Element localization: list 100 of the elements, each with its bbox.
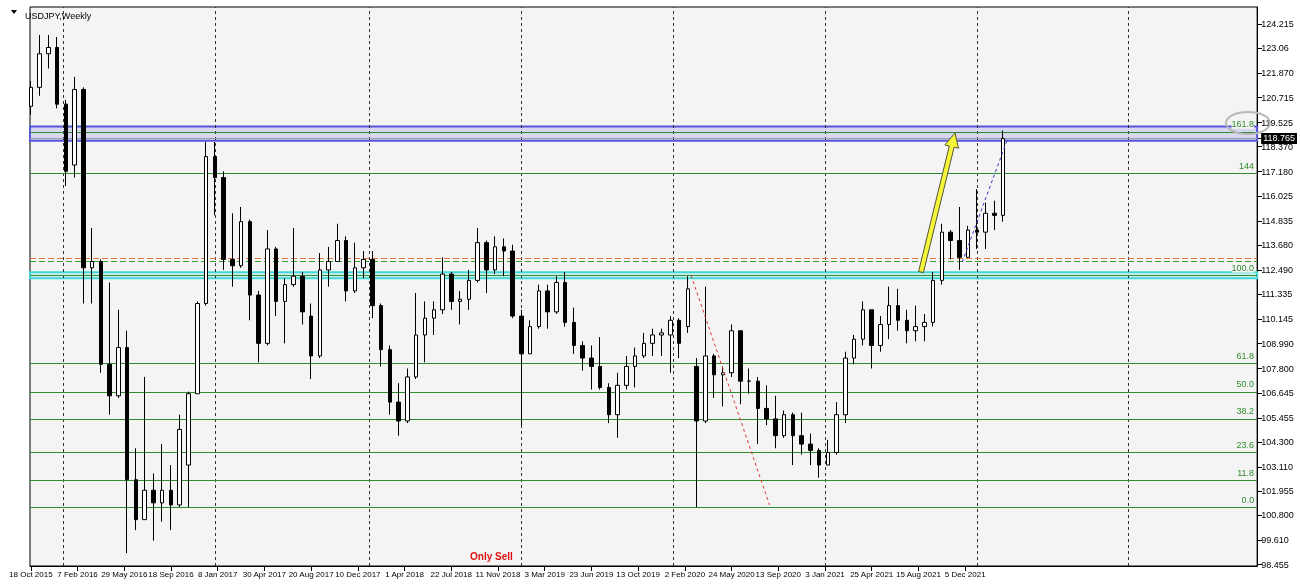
candlestick [186, 391, 191, 508]
candlestick [659, 328, 664, 357]
annotation: 161.8 [1231, 119, 1255, 130]
y-tick-label: 120.715 [1261, 92, 1294, 103]
candlestick [607, 382, 611, 424]
x-tick-label: 30 Apr 2017 [242, 569, 287, 579]
candlestick [405, 368, 410, 424]
candlestick [896, 288, 900, 332]
y-tick-label: 105.455 [1261, 412, 1294, 423]
candlestick [213, 141, 217, 216]
x-tick-label: 3 Jan 2021 [805, 569, 846, 579]
candlestick [90, 227, 94, 304]
y-tick-label: 104.300 [1261, 436, 1294, 447]
x-tick-label: 10 Dec 2017 [335, 569, 382, 579]
candlestick [169, 464, 173, 531]
candlestick [694, 357, 699, 508]
candlestick [423, 300, 427, 363]
candlestick [432, 300, 436, 336]
candlestick [204, 141, 208, 307]
candlestick [615, 372, 620, 439]
candlestick [826, 439, 830, 466]
candlestick [335, 223, 340, 263]
candlestick [283, 277, 287, 344]
x-tick-label: 18 Oct 2015 [9, 569, 54, 579]
candlestick [37, 34, 42, 97]
annotation: 11.8 [1237, 467, 1255, 478]
annotation: 0.0 [1241, 494, 1255, 505]
candlestick [440, 256, 445, 315]
candlestick [852, 334, 856, 365]
candlestick [869, 309, 874, 370]
candlestick [291, 227, 296, 288]
candlestick [64, 99, 68, 187]
candlestick [467, 269, 471, 311]
candlestick [142, 376, 147, 521]
annotation: 100.0 [1231, 263, 1255, 274]
candlestick [975, 188, 979, 250]
candlestick [940, 223, 944, 286]
y-tick-label: 123.06 [1261, 43, 1289, 54]
candlestick [817, 447, 821, 479]
candlestick [686, 275, 690, 334]
candlestick [256, 290, 261, 363]
candlestick [650, 328, 655, 357]
candlestick [274, 246, 278, 317]
candlestick [502, 237, 506, 277]
x-tick-label: 29 May 2016 [101, 569, 148, 579]
candlestick [134, 447, 138, 531]
candlestick [221, 170, 226, 271]
x-tick-label: 25 Apr 2021 [850, 569, 894, 579]
candlestick [791, 412, 795, 466]
candlestick [239, 206, 243, 269]
candlestick [992, 200, 997, 231]
candlestick [668, 315, 673, 374]
candlestick [493, 235, 497, 275]
candlestick [843, 351, 848, 424]
candlestick [887, 286, 891, 340]
candlestick [861, 300, 865, 346]
candlestick [195, 300, 200, 395]
candlestick [519, 309, 524, 426]
candlestick [160, 443, 164, 523]
candlestick [99, 258, 103, 374]
candlestick [55, 36, 59, 109]
candlestick [414, 292, 418, 380]
candlestick [712, 353, 716, 399]
y-tick-label: 121.870 [1261, 68, 1294, 79]
y-tick-label: 116.025 [1261, 190, 1294, 201]
candlestick [388, 344, 392, 416]
candlestick [1001, 129, 1005, 223]
x-tick-label: 1 Apr 2018 [385, 569, 425, 579]
y-tick-label: 118.370 [1261, 141, 1294, 152]
y-tick-label: 112.490 [1261, 265, 1294, 276]
annotation: 38.2 [1236, 406, 1255, 417]
candlestick [554, 275, 559, 315]
y-tick-label: 118.765 [1263, 133, 1296, 144]
candlestick [475, 227, 480, 284]
x-tick-label: 20 Aug 2017 [288, 569, 335, 579]
candlestick [344, 235, 348, 302]
candlestick [81, 86, 86, 304]
y-tick-label: 110.145 [1261, 314, 1294, 325]
x-tick-label: 2 Feb 2020 [664, 569, 706, 579]
candlestick [808, 433, 813, 466]
candlestick [931, 271, 935, 328]
candlestick [107, 282, 112, 416]
candlestick [379, 303, 383, 367]
candlestick [458, 290, 462, 325]
candlestick [799, 412, 804, 456]
candlestick [747, 368, 751, 395]
candlestick [370, 250, 375, 319]
x-tick-label: 15 Aug 2021 [895, 569, 942, 579]
y-tick-label: 103.110 [1261, 461, 1294, 472]
candlestick [300, 271, 305, 325]
candlestick [510, 244, 515, 319]
candlestick [125, 330, 129, 554]
candlestick [563, 271, 567, 328]
candlestick [642, 332, 646, 359]
candlestick [738, 330, 743, 405]
annotation: 144 [1239, 160, 1255, 171]
candlestick [729, 323, 734, 378]
y-tick-label: 100.800 [1261, 510, 1294, 521]
y-tick-label: 106.645 [1261, 387, 1294, 398]
y-tick-label: 108.990 [1261, 338, 1294, 349]
